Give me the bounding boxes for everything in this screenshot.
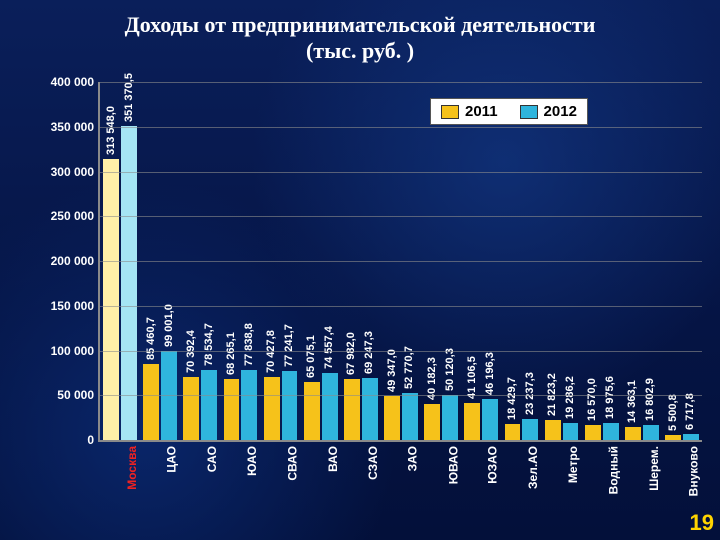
slide: Доходы от предпринимательской деятельнос…	[0, 0, 720, 540]
x-axis-label: САО	[205, 446, 219, 472]
data-label: 70 392,4	[185, 330, 197, 373]
bar-2011	[143, 364, 159, 440]
data-label: 49 347,0	[386, 349, 398, 392]
title-line-2: (тыс. руб. )	[0, 38, 720, 64]
plot-area: 313 548,0351 370,585 460,799 001,070 392…	[98, 82, 702, 442]
bar-2012	[522, 419, 538, 440]
bar-2012	[402, 393, 418, 440]
bar-2011	[264, 377, 280, 440]
bar-2012	[362, 378, 378, 440]
x-axis-label: Зел.АО	[526, 446, 540, 489]
data-label: 313 548,0	[105, 106, 117, 155]
bar-2011	[183, 377, 199, 440]
data-label: 351 370,5	[123, 73, 135, 122]
bar-2011	[545, 420, 561, 440]
data-label: 18 429,7	[506, 377, 518, 420]
gridline	[100, 127, 702, 128]
bar-2012	[282, 371, 298, 440]
bar-2012	[442, 395, 458, 440]
data-label: 18 975,6	[604, 376, 616, 419]
data-label: 19 286,2	[564, 376, 576, 419]
gridline	[100, 306, 702, 307]
x-axis-label: Шерем.	[647, 446, 661, 491]
y-axis-label: 200 000	[51, 254, 94, 268]
x-axis-label: ЮЗАО	[486, 446, 500, 484]
data-label: 85 460,7	[145, 317, 157, 360]
y-axis-label: 100 000	[51, 344, 94, 358]
bar-2012	[482, 399, 498, 440]
bar-2012	[322, 373, 338, 440]
chart-title: Доходы от предпринимательской деятельнос…	[0, 12, 720, 64]
y-axis-label: 300 000	[51, 165, 94, 179]
bar-2012	[241, 370, 257, 440]
bar-2012	[603, 423, 619, 440]
bar-2011	[384, 396, 400, 440]
gridline	[100, 261, 702, 262]
y-axis-label: 350 000	[51, 120, 94, 134]
gridline	[100, 395, 702, 396]
x-axis-label: Метро	[566, 446, 580, 483]
data-label: 78 534,7	[203, 323, 215, 366]
gridline	[100, 82, 702, 83]
bar-2011	[304, 382, 320, 440]
bar-2011	[103, 159, 119, 440]
bar-2011	[665, 435, 681, 440]
x-axis-label: Москва	[125, 446, 139, 490]
gridline	[100, 351, 702, 352]
y-axis-label: 50 000	[57, 388, 94, 402]
x-axis-label: ЮАО	[245, 446, 259, 476]
bar-2011	[224, 379, 240, 440]
data-label: 77 241,7	[283, 324, 295, 367]
x-axis-label: Внуково	[687, 446, 701, 496]
data-label: 6 717,8	[684, 393, 696, 430]
data-label: 46 196,3	[484, 352, 496, 395]
bar-2011	[424, 404, 440, 440]
x-axis-label: ЗАО	[406, 446, 420, 471]
data-label: 69 247,3	[363, 331, 375, 374]
bar-2012	[563, 423, 579, 440]
data-label: 41 106,5	[466, 356, 478, 399]
data-label: 74 557,4	[323, 326, 335, 369]
data-label: 67 982,0	[345, 332, 357, 375]
gridline	[100, 172, 702, 173]
bar-2011	[344, 379, 360, 440]
data-label: 16 570,0	[586, 378, 598, 421]
data-label: 5 500,8	[667, 394, 679, 431]
page-number: 19	[690, 510, 714, 536]
bar-2012	[683, 434, 699, 440]
x-axis-label: ВАО	[326, 446, 340, 472]
data-label: 16 802,9	[644, 378, 656, 421]
x-axis-label: Водный	[606, 446, 620, 494]
data-label: 99 001,0	[163, 305, 175, 348]
y-axis-label: 0	[87, 433, 94, 447]
bar-2012	[121, 126, 137, 440]
data-label: 50 120,3	[444, 348, 456, 391]
x-axis-label: ЮВАО	[446, 446, 460, 484]
data-label: 77 838,8	[243, 324, 255, 367]
bar-2011	[505, 424, 521, 440]
x-axis-label: ЦАО	[165, 446, 179, 473]
y-axis-label: 250 000	[51, 209, 94, 223]
x-axis-label: СЗАО	[366, 446, 380, 480]
bar-2011	[464, 403, 480, 440]
data-label: 70 427,8	[265, 330, 277, 373]
data-label: 52 770,7	[403, 346, 415, 389]
bar-2012	[201, 370, 217, 440]
data-label: 23 237,3	[524, 372, 536, 415]
bar-2011	[585, 425, 601, 440]
gridline	[100, 216, 702, 217]
y-axis-label: 400 000	[51, 75, 94, 89]
data-label: 65 075,1	[305, 335, 317, 378]
bar-2011	[625, 427, 641, 440]
title-line-1: Доходы от предпринимательской деятельнос…	[0, 12, 720, 38]
data-label: 14 363,1	[626, 380, 638, 423]
bar-2012	[643, 425, 659, 440]
x-axis-label: СВАО	[285, 446, 299, 481]
data-label: 40 182,3	[426, 357, 438, 400]
data-label: 68 265,1	[225, 332, 237, 375]
y-axis-label: 150 000	[51, 299, 94, 313]
